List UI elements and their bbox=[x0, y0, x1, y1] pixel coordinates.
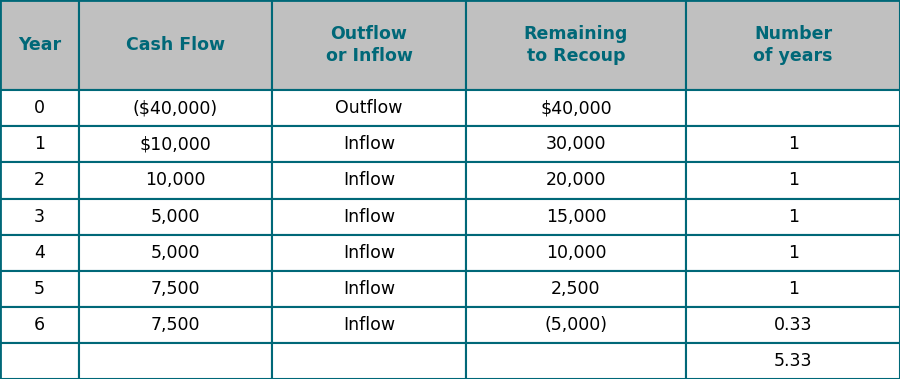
Bar bbox=[79, 126, 272, 163]
Bar bbox=[272, 90, 466, 126]
Bar bbox=[79, 343, 272, 379]
Text: 1: 1 bbox=[788, 135, 798, 153]
Bar bbox=[79, 307, 272, 343]
Bar bbox=[0, 271, 79, 307]
Text: 1: 1 bbox=[788, 244, 798, 262]
Bar bbox=[0, 126, 79, 163]
Text: Outflow
or Inflow: Outflow or Inflow bbox=[326, 25, 412, 65]
Text: 2,500: 2,500 bbox=[551, 280, 600, 298]
Bar bbox=[686, 199, 900, 235]
Bar bbox=[466, 199, 686, 235]
Bar bbox=[272, 126, 466, 163]
Bar bbox=[466, 307, 686, 343]
Text: Inflow: Inflow bbox=[343, 280, 395, 298]
Bar bbox=[272, 163, 466, 199]
Text: Outflow: Outflow bbox=[335, 99, 403, 117]
Text: 0: 0 bbox=[34, 99, 45, 117]
Text: Inflow: Inflow bbox=[343, 135, 395, 153]
Bar bbox=[0, 0, 79, 90]
Text: Inflow: Inflow bbox=[343, 171, 395, 190]
Bar bbox=[466, 163, 686, 199]
Bar bbox=[79, 235, 272, 271]
Bar bbox=[466, 343, 686, 379]
Text: Year: Year bbox=[18, 36, 61, 54]
Bar bbox=[466, 235, 686, 271]
Text: 10,000: 10,000 bbox=[545, 244, 607, 262]
Bar bbox=[272, 307, 466, 343]
Text: 1: 1 bbox=[788, 171, 798, 190]
Bar bbox=[686, 163, 900, 199]
Bar bbox=[686, 235, 900, 271]
Bar bbox=[79, 199, 272, 235]
Text: Cash Flow: Cash Flow bbox=[126, 36, 225, 54]
Bar bbox=[686, 90, 900, 126]
Text: 30,000: 30,000 bbox=[545, 135, 607, 153]
Bar bbox=[0, 307, 79, 343]
Bar bbox=[686, 126, 900, 163]
Text: $40,000: $40,000 bbox=[540, 99, 612, 117]
Bar bbox=[0, 163, 79, 199]
Bar bbox=[272, 271, 466, 307]
Text: 5: 5 bbox=[34, 280, 45, 298]
Bar bbox=[466, 271, 686, 307]
Bar bbox=[79, 271, 272, 307]
Text: 20,000: 20,000 bbox=[545, 171, 607, 190]
Text: Inflow: Inflow bbox=[343, 244, 395, 262]
Text: (5,000): (5,000) bbox=[544, 316, 608, 334]
Text: 2: 2 bbox=[34, 171, 45, 190]
Text: Inflow: Inflow bbox=[343, 208, 395, 226]
Bar bbox=[272, 0, 466, 90]
Text: 5.33: 5.33 bbox=[774, 352, 813, 370]
Text: 10,000: 10,000 bbox=[145, 171, 206, 190]
Text: Remaining
to Recoup: Remaining to Recoup bbox=[524, 25, 628, 65]
Text: 6: 6 bbox=[34, 316, 45, 334]
Text: 1: 1 bbox=[788, 280, 798, 298]
Bar bbox=[79, 0, 272, 90]
Text: 7,500: 7,500 bbox=[151, 316, 200, 334]
Bar bbox=[272, 343, 466, 379]
Bar bbox=[79, 90, 272, 126]
Bar bbox=[272, 199, 466, 235]
Bar bbox=[79, 163, 272, 199]
Text: 1: 1 bbox=[34, 135, 45, 153]
Bar bbox=[466, 0, 686, 90]
Bar bbox=[686, 271, 900, 307]
Text: 15,000: 15,000 bbox=[545, 208, 607, 226]
Text: Inflow: Inflow bbox=[343, 316, 395, 334]
Text: 1: 1 bbox=[788, 208, 798, 226]
Text: 5,000: 5,000 bbox=[151, 244, 200, 262]
Text: $10,000: $10,000 bbox=[140, 135, 212, 153]
Bar bbox=[466, 126, 686, 163]
Text: Number
of years: Number of years bbox=[753, 25, 832, 65]
Bar bbox=[686, 343, 900, 379]
Text: 4: 4 bbox=[34, 244, 45, 262]
Text: 7,500: 7,500 bbox=[151, 280, 200, 298]
Text: 3: 3 bbox=[34, 208, 45, 226]
Text: 5,000: 5,000 bbox=[151, 208, 200, 226]
Bar bbox=[272, 235, 466, 271]
Bar bbox=[686, 307, 900, 343]
Bar bbox=[0, 90, 79, 126]
Bar bbox=[0, 235, 79, 271]
Bar bbox=[0, 343, 79, 379]
Bar bbox=[0, 199, 79, 235]
Text: ($40,000): ($40,000) bbox=[133, 99, 218, 117]
Bar bbox=[466, 90, 686, 126]
Bar bbox=[686, 0, 900, 90]
Text: 0.33: 0.33 bbox=[774, 316, 813, 334]
